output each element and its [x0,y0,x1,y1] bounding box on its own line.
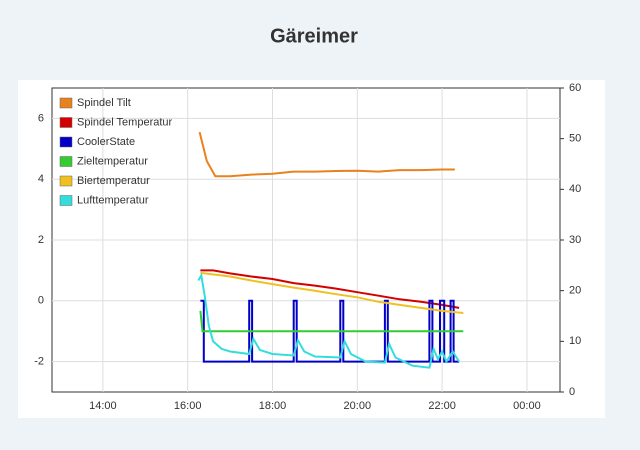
legend-swatch [59,195,73,206]
series-line [197,272,460,369]
y2-tick-label: 10 [569,335,581,347]
legend-label: Lufttemperatur [77,194,149,206]
x-tick-label: 18:00 [259,400,287,412]
legend-swatch [59,117,73,128]
legend-label: CoolerState [77,136,135,148]
y2-tick-label: 60 [569,82,581,94]
y-tick-label: 4 [38,173,44,185]
y2-tick-label: 0 [569,386,575,398]
legend-label: Spindel Tilt [77,97,131,109]
legend-label: Spindel Temperatur [77,116,173,128]
y-tick-label: -2 [34,356,44,368]
series-line [198,131,455,178]
y2-tick-label: 40 [569,183,581,195]
series-line [200,269,460,309]
series-line [199,310,464,333]
legend-label: Zieltemperatur [77,155,148,167]
y2-tick-label: 30 [569,234,581,246]
legend-swatch [59,136,73,148]
chart-title: Gäreimer [270,25,358,47]
x-tick-label: 22:00 [428,400,456,412]
legend-swatch [59,156,73,167]
y-tick-label: 2 [38,234,44,246]
y-tick-label: 6 [38,112,44,124]
y-tick-label: 0 [38,295,44,307]
y2-tick-label: 50 [569,133,581,145]
panel [18,80,605,418]
legend-label: Biertemperatur [77,175,150,187]
series-line [200,271,464,314]
legend-swatch [59,175,73,187]
x-tick-label: 00:00 [513,400,541,412]
x-tick-label: 14:00 [89,400,117,412]
x-tick-label: 20:00 [344,400,372,412]
x-tick-label: 16:00 [174,400,202,412]
y2-tick-label: 20 [569,285,581,297]
legend-swatch [59,97,73,109]
